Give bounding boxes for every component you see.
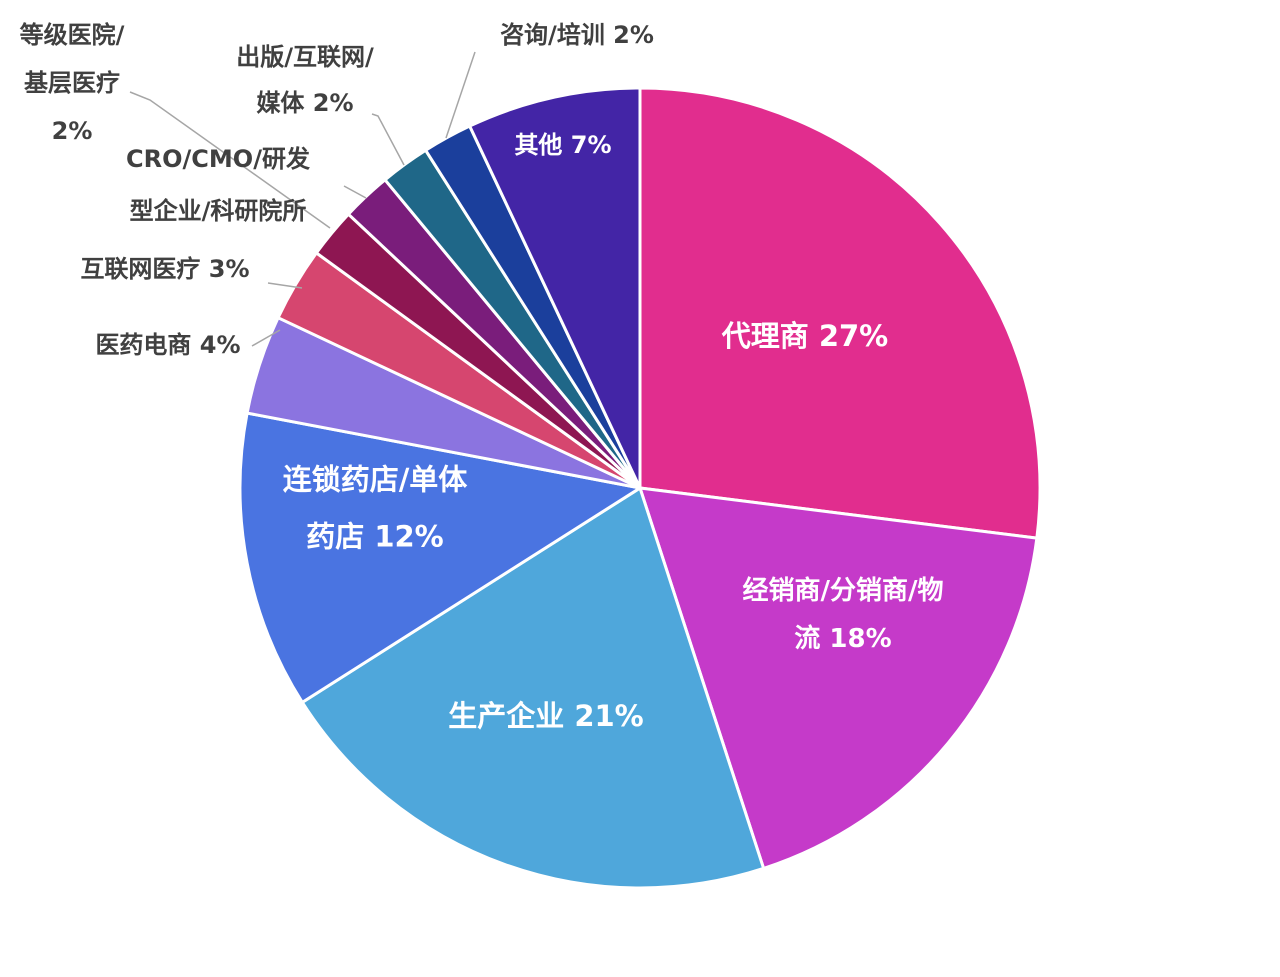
slice-label: 生产企业 21% bbox=[448, 699, 644, 733]
slice-label: 医药电商 4% bbox=[95, 331, 240, 359]
labels-layer: 代理商 27% 经销商/分销商/物流 18% 生产企业 21% 连锁药店/单体药店 1… bbox=[20, 21, 944, 733]
slice-label: 互联网医疗 3% bbox=[80, 255, 249, 283]
pie-slice bbox=[300, 486, 766, 890]
leader-line bbox=[343, 185, 367, 199]
slice-label: 咨询/培训 2% bbox=[500, 21, 654, 49]
pie-slice bbox=[238, 411, 642, 704]
slice-label-line: 生产企业 21% bbox=[448, 699, 644, 733]
leader-lines-layer bbox=[129, 51, 476, 347]
leader-line bbox=[267, 282, 303, 289]
pie-slice bbox=[638, 86, 1042, 540]
slice-label-line: 流 18% bbox=[794, 624, 891, 654]
pie-slice bbox=[468, 86, 642, 490]
slices-layer bbox=[238, 86, 1042, 890]
slice-label: 代理商 27% bbox=[721, 319, 889, 353]
slice-label: 出版/互联网/媒体 2% bbox=[236, 43, 374, 117]
slice-label-line: CRO/CMO/研发 bbox=[126, 145, 310, 173]
slice-label-line: 型企业/科研院所 bbox=[130, 197, 307, 225]
slice-label: CRO/CMO/研发型企业/科研院所 bbox=[126, 145, 310, 225]
slice-label-line: 2% bbox=[52, 117, 93, 145]
slice-label-line: 医药电商 4% bbox=[95, 331, 240, 359]
slice-label: 经销商/分销商/物流 18% bbox=[743, 575, 944, 654]
slice-label-line: 等级医院/ bbox=[20, 21, 125, 49]
slice-label-line: 出版/互联网/ bbox=[236, 43, 374, 71]
slice-label-line: 连锁药店/单体 bbox=[283, 463, 469, 497]
slice-label-line: 药店 12% bbox=[306, 520, 444, 554]
slice-label-line: 经销商/分销商/物 bbox=[743, 575, 944, 606]
slice-label-line: 其他 7% bbox=[514, 131, 611, 159]
slice-label-line: 咨询/培训 2% bbox=[500, 21, 654, 49]
slice-label-line: 媒体 2% bbox=[256, 89, 353, 117]
slice-label-line: 基层医疗 bbox=[24, 69, 120, 97]
leader-line bbox=[371, 113, 405, 166]
pie-slice bbox=[638, 486, 1039, 870]
leader-line bbox=[445, 51, 476, 139]
slice-label-line: 互联网医疗 3% bbox=[80, 255, 249, 283]
slice-label: 连锁药店/单体药店 12% bbox=[283, 463, 469, 554]
slice-label: 等级医院/基层医疗 2% bbox=[20, 21, 125, 145]
slice-label-line: 代理商 27% bbox=[721, 319, 889, 353]
leader-line bbox=[251, 329, 281, 347]
slice-label: 其他 7% bbox=[514, 131, 611, 159]
leader-line bbox=[129, 91, 331, 229]
